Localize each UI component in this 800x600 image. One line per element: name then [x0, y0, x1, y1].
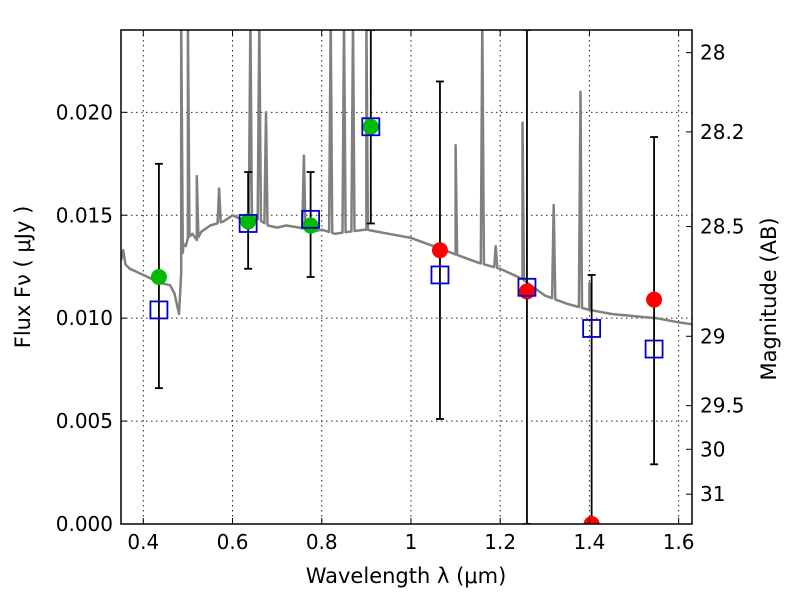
y-axis-label: Flux Fν ( μJy )	[11, 206, 35, 349]
model-band-points	[149, 117, 664, 359]
data-points	[150, 118, 663, 524]
y-axis-ticks: 0.000 0.005 0.010 0.015 0.020	[56, 100, 127, 536]
y-tick-label: 0.020	[56, 100, 113, 124]
x-axis-label: Wavelength λ (μm)	[306, 564, 507, 588]
model-band-square	[517, 277, 537, 297]
detected-point	[302, 217, 319, 234]
model-band-square	[149, 300, 169, 320]
x-tick-label: 0.6	[217, 530, 249, 554]
detected-point	[150, 269, 167, 285]
model-band-square	[238, 214, 258, 233]
x-tick-label: 1.2	[484, 530, 516, 554]
y2-axis-ticks: 28 28.2 28.5 29 29.5 30 31	[686, 41, 745, 506]
y2-tick-label: 28.2	[700, 120, 745, 144]
y2-tick-label: 31	[700, 482, 725, 506]
model-band-square	[644, 339, 664, 359]
model-band-square	[361, 117, 381, 137]
x-tick-label: 1	[405, 530, 418, 554]
y2-tick-label: 29.5	[700, 394, 745, 418]
x-tick-label: 0.8	[306, 530, 338, 554]
plot-frame	[120, 29, 693, 525]
y-tick-label: 0.010	[56, 306, 113, 330]
undetected-point	[431, 242, 448, 259]
detected-point	[362, 118, 379, 135]
grid	[121, 30, 692, 524]
model-band-square	[301, 209, 320, 229]
model-band-square	[430, 265, 450, 285]
detected-point	[240, 213, 257, 230]
undetected-point	[583, 516, 600, 524]
y2-tick-label: 29	[700, 324, 725, 348]
x-tick-label: 1.4	[573, 530, 605, 554]
x-tick-label: 0.4	[127, 530, 159, 554]
y2-axis-label: Magnitude (AB)	[757, 217, 781, 380]
y-tick-label: 0.015	[56, 203, 113, 227]
y2-tick-label: 28.5	[700, 215, 745, 239]
y-tick-label: 0.005	[56, 409, 113, 433]
y2-tick-label: 28	[700, 41, 725, 65]
undetected-point	[646, 291, 663, 308]
model-spectrum-line	[121, 30, 692, 326]
undetected-point	[518, 283, 535, 300]
y2-tick-label: 30	[700, 437, 725, 461]
x-axis-ticks: 0.4 0.6 0.8 1 1.2 1.4 1.6	[127, 30, 695, 554]
y-tick-label: 0.000	[56, 512, 113, 536]
model-spectrum	[121, 30, 692, 326]
model-band-square	[582, 319, 602, 338]
x-tick-label: 1.6	[663, 530, 695, 554]
